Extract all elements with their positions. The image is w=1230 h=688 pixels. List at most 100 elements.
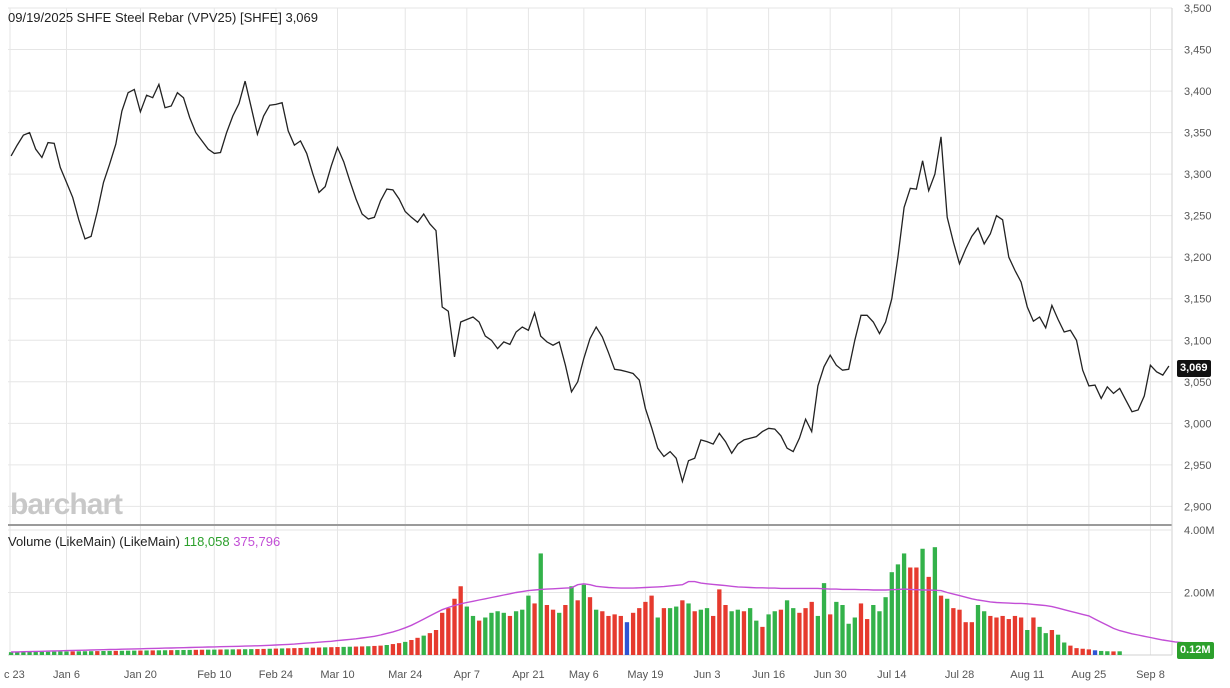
volume-bar <box>390 644 396 655</box>
volume-average-value: 375,796 <box>233 534 281 549</box>
volume-bar <box>304 647 309 655</box>
volume-bar <box>550 609 556 655</box>
x-tick-label: Mar 24 <box>388 669 422 681</box>
volume-bar <box>988 615 993 655</box>
x-tick-label: Jan 6 <box>53 669 80 681</box>
volume-bar <box>255 649 260 655</box>
x-tick-label: May 19 <box>627 669 663 681</box>
volume-bar <box>520 609 525 655</box>
volume-bar <box>797 612 802 655</box>
volume-bar <box>1105 651 1110 655</box>
volume-bar <box>1012 615 1018 655</box>
price-tick-label: 3,050 <box>1184 377 1212 389</box>
volume-bar <box>951 608 956 655</box>
volume-bar <box>945 598 950 655</box>
volume-bar <box>378 645 383 655</box>
volume-bar <box>261 648 266 655</box>
volume-bar <box>446 608 451 655</box>
x-tick-label: Jun 16 <box>752 669 785 681</box>
volume-bar <box>224 649 229 655</box>
volume-bar <box>292 648 297 655</box>
volume-bar <box>643 601 648 655</box>
volume-bar <box>64 651 69 655</box>
volume-bar <box>335 647 340 655</box>
volume-bar <box>569 586 574 655</box>
volume-bar <box>557 612 562 655</box>
volume-bar <box>766 614 771 655</box>
volume-bar <box>1025 630 1030 655</box>
volume-bar <box>741 611 747 655</box>
volume-bar <box>587 597 593 655</box>
chart-title: 09/19/2025 SHFE Steel Rebar (VPV25) [SHF… <box>8 10 319 25</box>
volume-bar <box>772 611 777 655</box>
volume-bar <box>1092 650 1098 655</box>
x-tick-label: Jan 20 <box>124 669 157 681</box>
volume-bar <box>421 635 426 655</box>
volume-bar <box>606 615 611 655</box>
volume-bar <box>113 650 118 655</box>
volume-bar <box>1086 649 1092 655</box>
volume-bar <box>526 595 531 655</box>
volume-bar <box>218 649 223 655</box>
volume-bar <box>169 650 174 655</box>
price-tick-label: 3,150 <box>1184 294 1212 306</box>
volume-bar <box>926 576 931 655</box>
volume-bar <box>994 617 999 655</box>
volume-bar <box>600 611 605 655</box>
volume-bar <box>938 595 944 655</box>
volume-bar <box>347 646 352 655</box>
volume-bar <box>76 651 81 655</box>
volume-bar <box>21 652 26 655</box>
volume-bar <box>982 611 987 655</box>
volume-bar <box>144 650 149 655</box>
volume-bar <box>538 553 543 655</box>
volume-bar <box>1049 630 1055 655</box>
x-tick-label: Aug 11 <box>1010 669 1044 681</box>
volume-bar <box>323 647 328 655</box>
volume-bar <box>187 649 192 655</box>
volume-bar <box>624 622 630 655</box>
volume-bar <box>440 612 445 655</box>
volume-bar <box>637 608 642 655</box>
volume-bar <box>33 651 38 655</box>
volume-bar <box>618 615 623 655</box>
volume-bar <box>396 643 402 655</box>
x-tick-label: Jun 30 <box>814 669 847 681</box>
volume-bar <box>852 617 857 655</box>
volume-bar <box>969 622 974 655</box>
volume-bar <box>242 649 248 655</box>
volume-bar <box>427 633 433 655</box>
volume-bar <box>501 612 506 655</box>
x-tick-label: Apr 7 <box>454 669 480 681</box>
volume-bar <box>236 649 242 655</box>
volume-bar <box>594 609 599 655</box>
volume-bar <box>532 603 537 655</box>
price-line <box>10 80 1170 484</box>
price-tick-label: 3,200 <box>1184 252 1212 264</box>
volume-bar <box>1043 633 1048 655</box>
volume-bar <box>513 611 519 655</box>
volume-bar <box>1099 650 1104 655</box>
volume-bar <box>889 572 894 655</box>
volume-bar <box>1031 617 1036 655</box>
x-tick-label: Aug 25 <box>1071 669 1106 681</box>
volume-bar <box>249 649 254 655</box>
volume-bar <box>39 651 45 655</box>
volume-bar <box>717 589 722 655</box>
volume-bar <box>815 615 821 655</box>
price-tick-label: 3,100 <box>1184 335 1212 347</box>
price-tick-label: 3,500 <box>1184 3 1212 15</box>
volume-bar <box>495 611 500 655</box>
volume-bar <box>353 646 359 655</box>
volume-bar <box>778 609 784 655</box>
volume-bar <box>1074 648 1079 655</box>
volume-value: 118,058 <box>183 534 230 549</box>
volume-bar <box>458 586 463 655</box>
price-tick-label: 2,900 <box>1184 501 1212 513</box>
volume-bar <box>581 584 586 655</box>
volume-bar <box>27 651 32 655</box>
volume-bar <box>704 608 710 655</box>
volume-bar <box>821 583 827 655</box>
volume-bar <box>612 614 617 655</box>
